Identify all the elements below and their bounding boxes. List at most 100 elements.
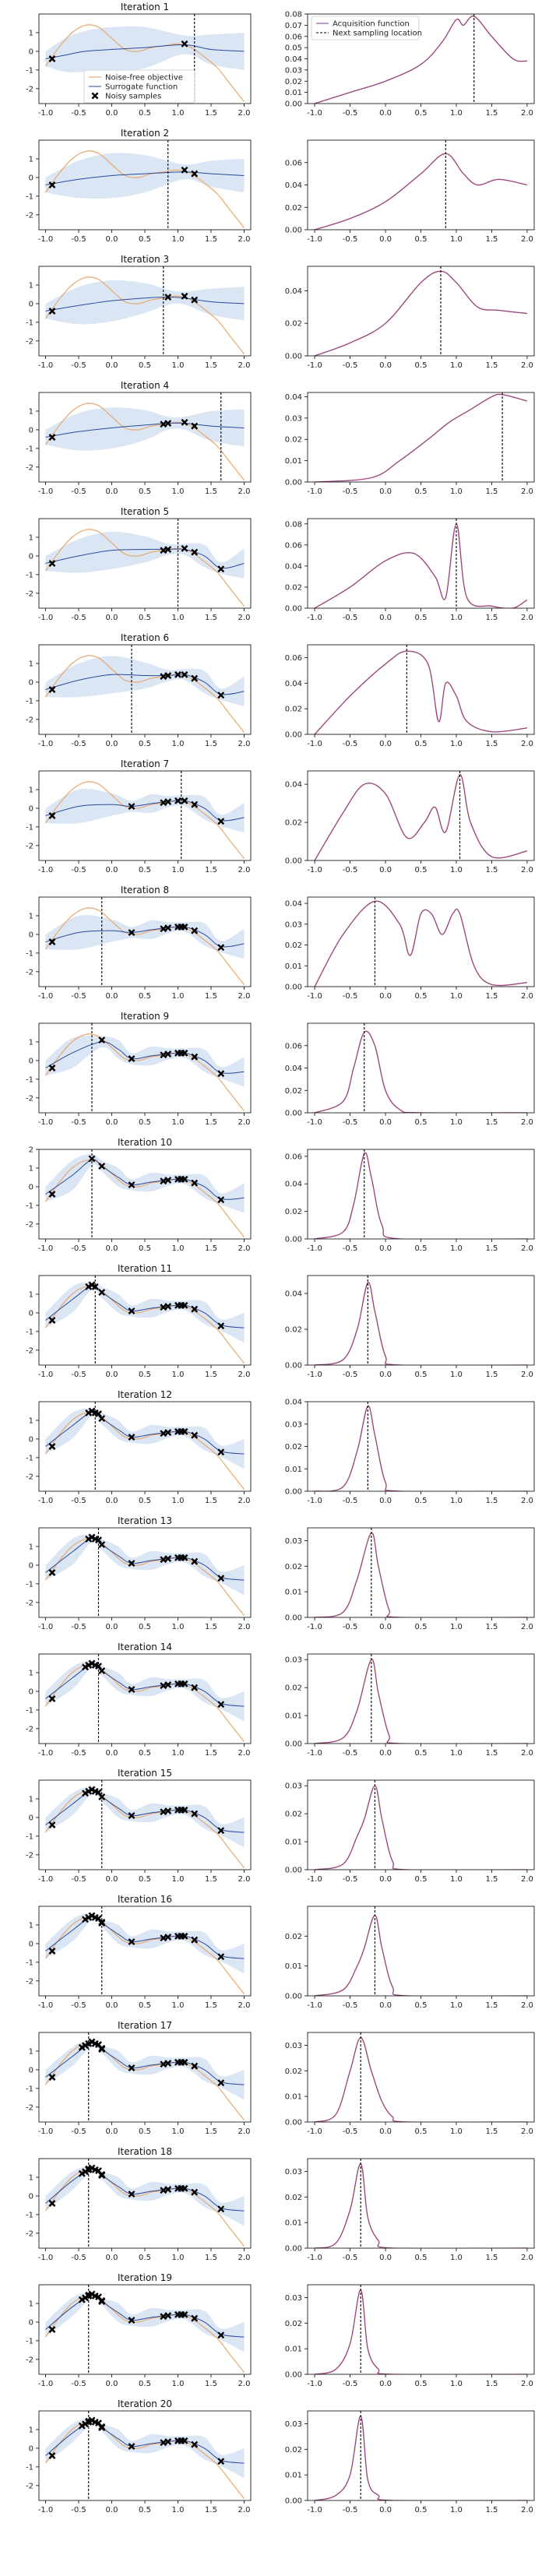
x-tick-label: -1.0 xyxy=(38,614,54,622)
sample-point xyxy=(88,1533,96,1541)
uncertainty-band xyxy=(45,789,245,833)
objective-line xyxy=(45,1916,245,1994)
x-tick-label: 0.0 xyxy=(379,1244,392,1253)
surrogate-line xyxy=(45,926,245,948)
acquisition-overlay xyxy=(314,1914,527,1996)
sample-point xyxy=(88,1659,96,1667)
x-tick-label: 2.0 xyxy=(238,1118,251,1127)
y-tick-label: 0.01 xyxy=(285,1466,302,1474)
y-tick-label: 0.00 xyxy=(285,2119,302,2127)
iteration-title: Iteration 13 xyxy=(118,1515,172,1526)
right-plot-area xyxy=(314,1023,527,1113)
y-tick-label: 1 xyxy=(29,1164,33,1173)
sample-point xyxy=(191,2314,199,2322)
iteration-row: -2 -1 0 1 -1.0 -0.5 0.0 0.5 1.0 1.5 2.0 Iteration 5… xyxy=(26,506,535,622)
x-tick-label: 2.0 xyxy=(521,740,533,748)
acquisition-line xyxy=(315,1659,527,1744)
y-tick-label: 0.03 xyxy=(285,414,302,423)
right-panel: 0.00 0.01 0.02 0.03 -1.0 -0.5 0.0 0.5 1.0 1.5 2.0 xyxy=(285,1653,535,1758)
objective-line xyxy=(45,2169,245,2247)
y-tick-label: 0.01 xyxy=(285,1962,302,1971)
sample-point xyxy=(128,1938,135,1945)
x-tick-label: 1.5 xyxy=(485,992,498,1001)
iteration-title: Iteration 19 xyxy=(118,2272,172,2283)
acquisition-overlay xyxy=(314,270,527,356)
y-tick-label: 0.00 xyxy=(285,1740,302,1749)
x-tick-label: 1.0 xyxy=(450,1244,463,1253)
left-plot-area xyxy=(45,14,245,104)
sample-point xyxy=(128,2443,135,2450)
x-tick-label: 2.0 xyxy=(238,1749,251,1758)
sample-point xyxy=(217,818,225,825)
sample-point xyxy=(191,422,199,430)
legend-objective-label: Noise-free objective xyxy=(105,74,183,83)
x-tick-label: 2.0 xyxy=(521,2001,533,2010)
sample-point xyxy=(98,1667,106,1675)
iteration-title: Iteration 10 xyxy=(118,1137,172,1148)
left-plot-area xyxy=(45,897,245,987)
y-tick-label: 1 xyxy=(29,1669,33,1677)
x-tick-label: 0.5 xyxy=(415,487,428,496)
acquisition-overlay xyxy=(314,153,528,230)
y-tick-label: 0.02 xyxy=(285,1208,302,1216)
y-tick-label: 0.02 xyxy=(285,436,302,445)
sample-point xyxy=(191,2188,199,2196)
y-tick-label: -2 xyxy=(26,2356,33,2364)
x-tick-label: 2.0 xyxy=(238,361,251,370)
acquisition-overlay xyxy=(314,2036,527,2122)
uncertainty-band xyxy=(45,2166,245,2226)
x-tick-label: -0.5 xyxy=(71,1875,86,1884)
surrogate-line xyxy=(45,1041,245,1074)
sample-point xyxy=(164,2186,172,2193)
x-tick-label: 1.5 xyxy=(205,235,217,244)
x-tick-label: 0.5 xyxy=(415,2380,428,2388)
left-plot-area xyxy=(45,1906,245,1996)
y-tick-label: 0.03 xyxy=(285,2042,302,2050)
acquisition-overlay xyxy=(314,774,528,860)
y-tick-label: 0.06 xyxy=(285,541,302,550)
x-tick-label: 0.5 xyxy=(139,1371,151,1379)
acquisition-line xyxy=(315,1282,527,1365)
y-tick-label: -2 xyxy=(26,2229,33,2238)
y-tick-label: -1 xyxy=(26,1202,33,1210)
y-tick-label: 0.01 xyxy=(285,962,302,971)
x-tick-label: 2.0 xyxy=(238,866,251,875)
y-tick-label: 0.03 xyxy=(285,2294,302,2303)
y-tick-label: -2 xyxy=(26,1725,33,1733)
sample-point xyxy=(128,1307,135,1314)
acquisition-overlay xyxy=(315,393,528,482)
x-tick-label: 0.5 xyxy=(139,866,151,875)
y-tick-label: 0 xyxy=(29,174,33,182)
sample-point xyxy=(48,1821,56,1828)
y-tick-label: -1 xyxy=(26,2463,33,2472)
x-tick-label: 0.5 xyxy=(139,2506,151,2514)
x-tick-label: -0.5 xyxy=(71,2127,86,2136)
y-tick-label: 0.00 xyxy=(285,1488,302,1497)
legend-samples-label: Noisy samples xyxy=(105,93,161,101)
sample-point xyxy=(191,1431,199,1439)
y-tick-label: 0.02 xyxy=(285,1443,302,1452)
x-tick-label: 1.5 xyxy=(485,1118,498,1127)
x-tick-label: 1.0 xyxy=(450,2380,463,2388)
sample-point xyxy=(181,544,188,552)
x-tick-label: -0.5 xyxy=(343,2254,358,2262)
y-tick-label: -1 xyxy=(26,823,33,832)
y-tick-label: -1 xyxy=(26,66,33,75)
y-tick-label: 1 xyxy=(29,2426,33,2434)
sample-point xyxy=(128,1812,135,1819)
left-panel: -2 -1 0 1 -1.0 -0.5 0.0 0.5 1.0 1.5 2.0 Iteration 1… xyxy=(26,1389,252,1505)
x-tick-label: -1.0 xyxy=(307,2254,322,2262)
x-tick-label: -1.0 xyxy=(38,2506,54,2514)
x-tick-label: 1.5 xyxy=(485,866,498,875)
sample-point xyxy=(181,40,188,48)
x-tick-label: -1.0 xyxy=(38,2001,54,2010)
right-axes-frame xyxy=(307,1906,535,1997)
sample-point xyxy=(48,1191,56,1198)
y-tick-label: 0.01 xyxy=(285,89,302,97)
x-tick-label: 0.0 xyxy=(106,740,118,748)
x-tick-label: -0.5 xyxy=(343,740,358,748)
x-tick-label: 1.5 xyxy=(205,2254,217,2262)
sample-point xyxy=(128,929,135,936)
x-tick-label: 0.5 xyxy=(415,866,428,875)
right-plot-area xyxy=(314,1402,527,1491)
